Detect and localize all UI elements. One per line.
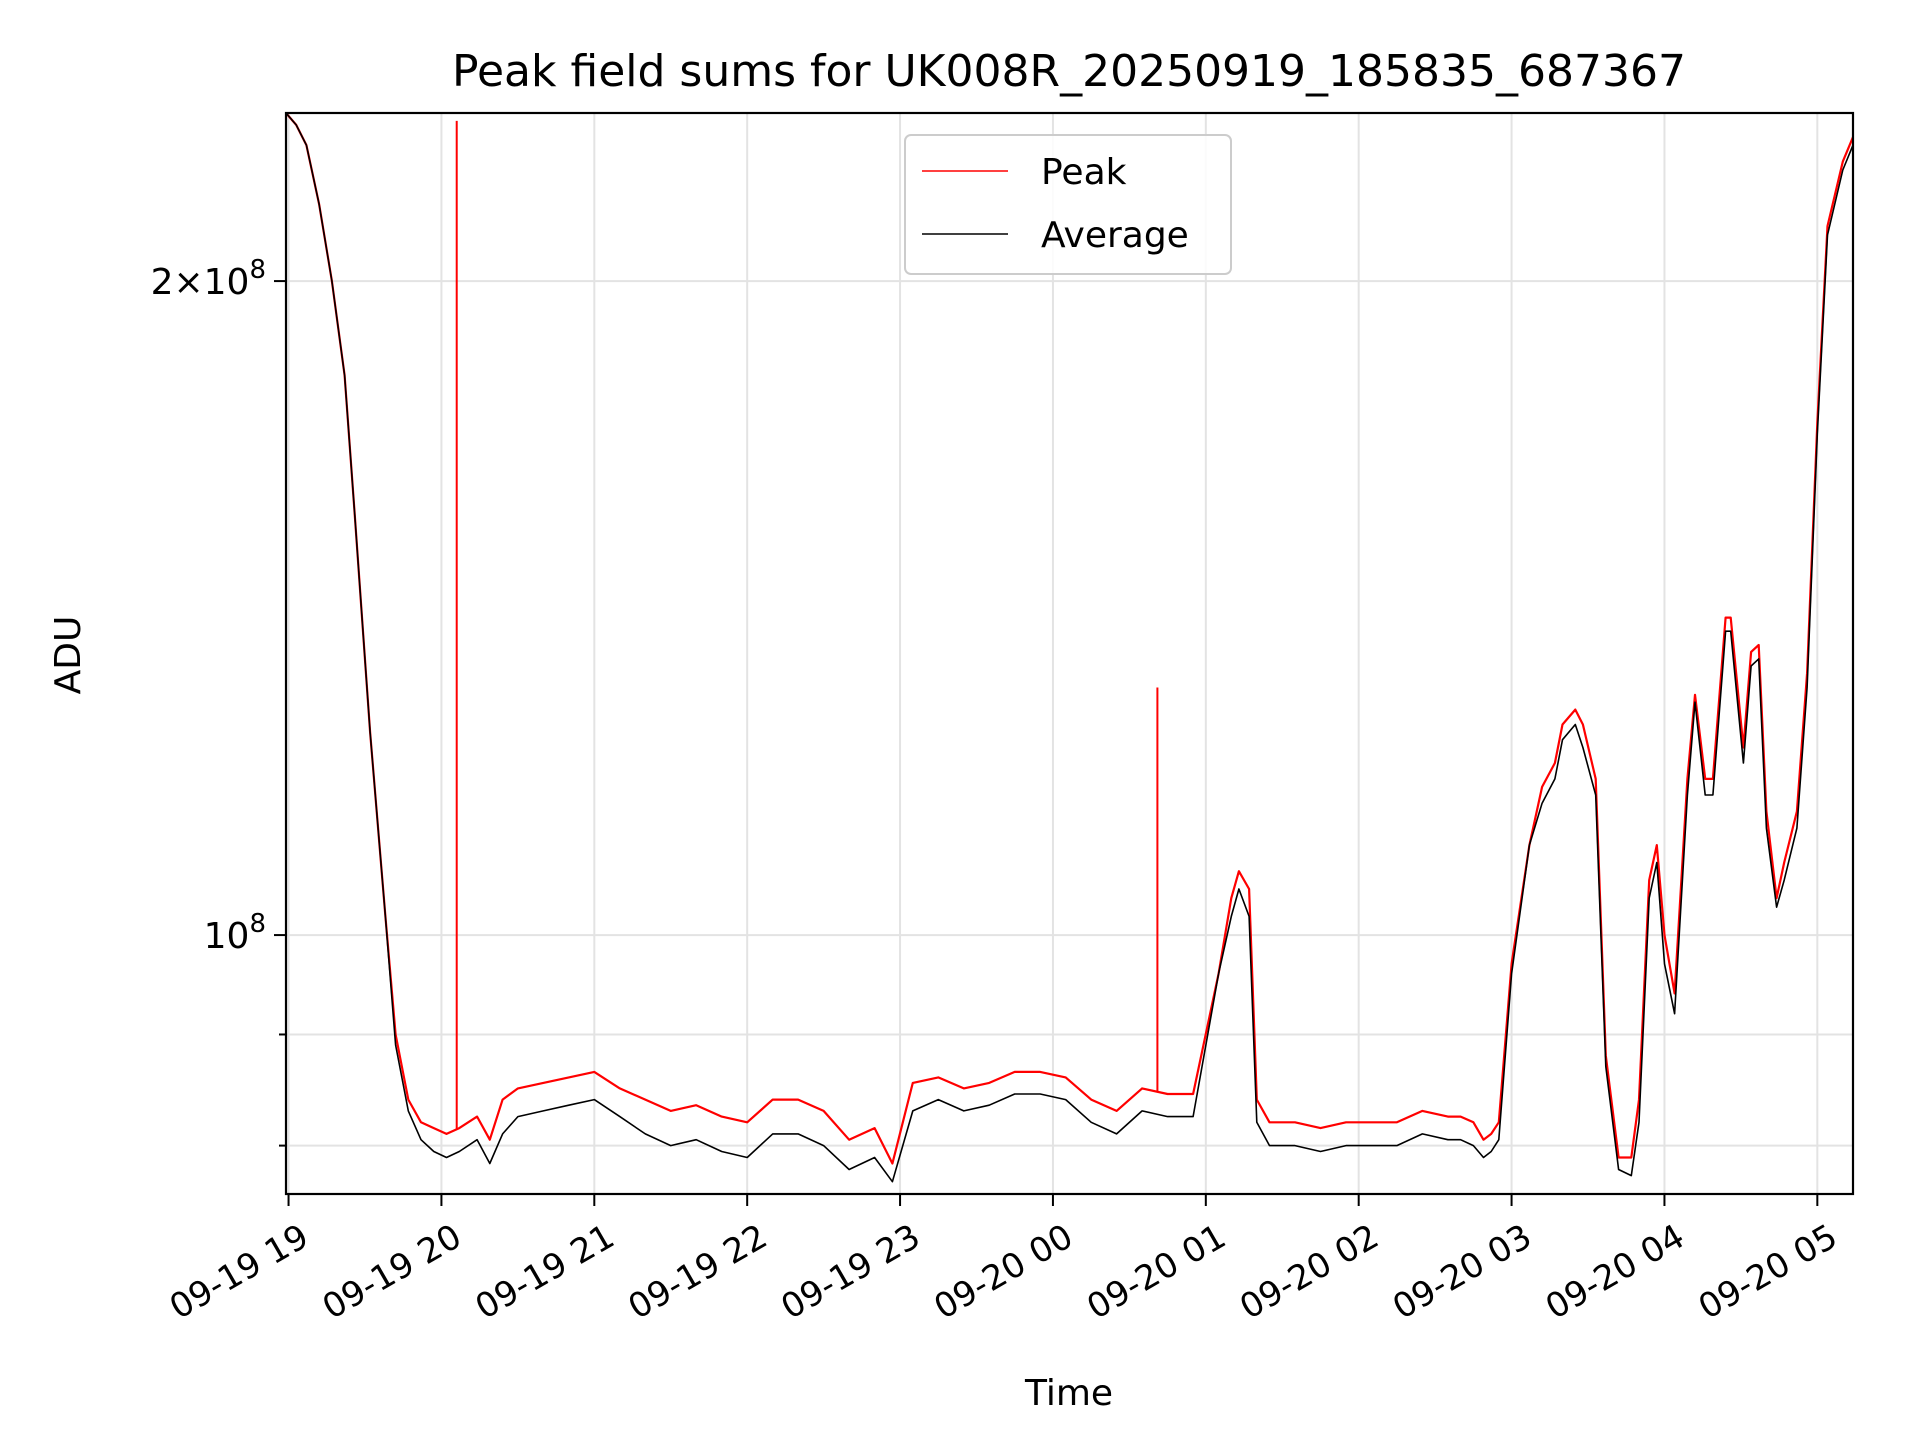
legend-label-average: Average	[1041, 215, 1189, 256]
legend: Peak Average	[904, 134, 1232, 275]
x-axis-label: Time	[1024, 1373, 1113, 1414]
chart-title: Peak field sums for UK008R_20250919_1858…	[452, 46, 1686, 97]
y-axis-label: ADU	[48, 616, 89, 695]
legend-label-peak: Peak	[1041, 152, 1127, 193]
axes-frame	[284, 111, 1855, 1196]
series-line-average	[286, 113, 1853, 1183]
plot-area	[286, 113, 1853, 1183]
y-tick-label: 2×108	[151, 255, 266, 303]
grid	[286, 113, 1853, 1194]
legend-box	[904, 134, 1232, 275]
